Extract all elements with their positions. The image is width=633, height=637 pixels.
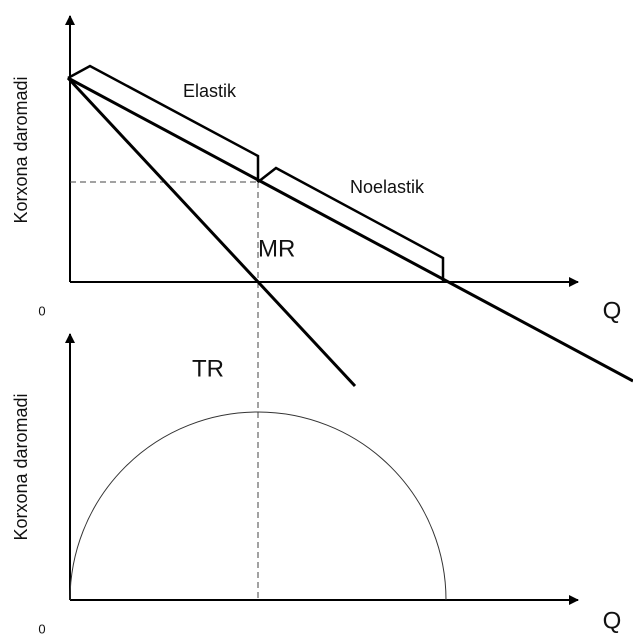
tr-curve xyxy=(69,411,447,601)
x-axis-label: Q xyxy=(603,607,622,634)
demand-line xyxy=(67,76,633,383)
tr-label: TR xyxy=(192,355,224,382)
elastic-bracket xyxy=(67,64,260,182)
x-axis-label: Q xyxy=(603,297,622,324)
mr-label: MR xyxy=(258,235,295,262)
inelastic-label: Noelastik xyxy=(350,177,425,197)
elastic-label: Elastik xyxy=(183,81,237,101)
origin-label: 0 xyxy=(38,621,45,636)
y-axis-label: Korxona daromadi xyxy=(11,393,31,540)
origin-label: 0 xyxy=(38,303,45,318)
mr-line xyxy=(66,76,357,388)
y-axis-label: Korxona daromadi xyxy=(11,76,31,223)
inelastic-bracket xyxy=(257,166,445,282)
